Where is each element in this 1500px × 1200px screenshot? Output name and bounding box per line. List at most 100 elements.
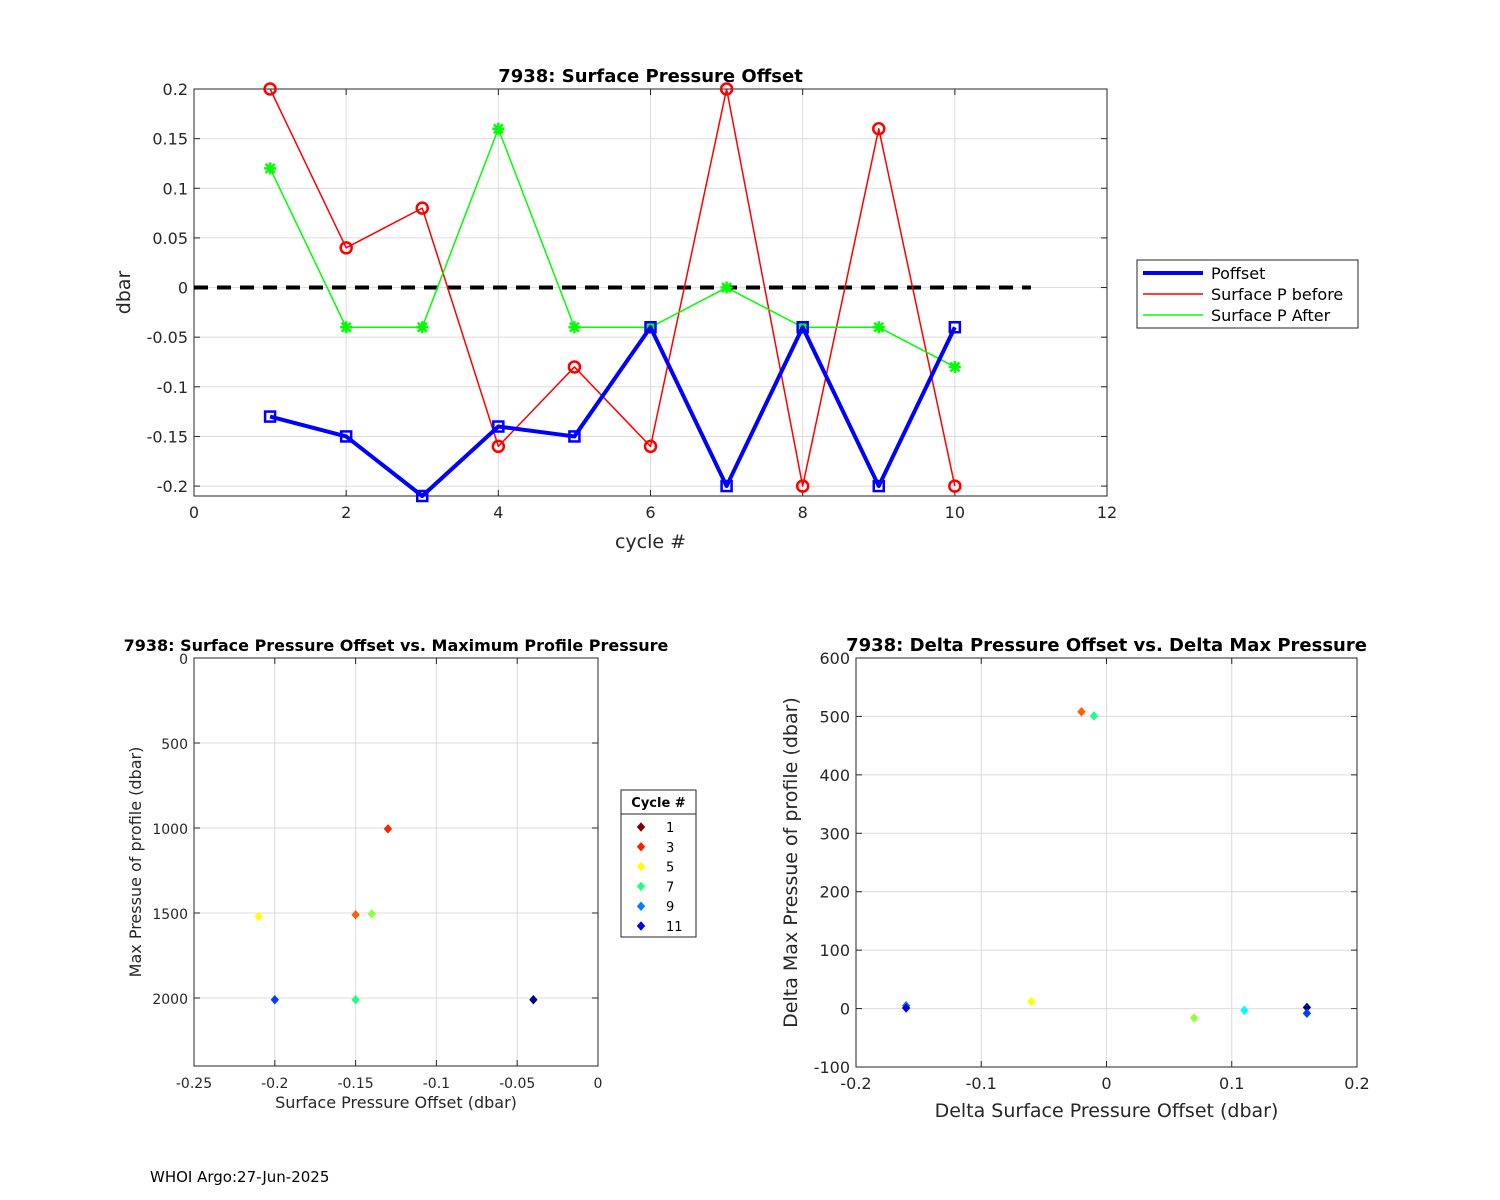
legend-label: 7 bbox=[666, 880, 674, 895]
legend-marker bbox=[636, 901, 646, 911]
y-tick-label: 0.05 bbox=[152, 229, 188, 248]
y-tick-label: 1000 bbox=[152, 822, 188, 838]
y-tick-label: 2000 bbox=[152, 992, 188, 1008]
data-point bbox=[643, 439, 658, 454]
series-line-surface-p-after bbox=[269, 127, 956, 368]
x-tick-label: -0.15 bbox=[337, 1076, 373, 1092]
data-point bbox=[263, 410, 277, 423]
y-axis-label: Max Pressue of profile (dbar) bbox=[126, 747, 145, 978]
data-point bbox=[720, 479, 733, 493]
data-point bbox=[1077, 706, 1086, 717]
data-point bbox=[567, 360, 582, 374]
x-tick-label: 10 bbox=[945, 503, 965, 522]
data-point bbox=[872, 121, 886, 136]
y-tick-label: 600 bbox=[819, 649, 850, 668]
legend-label: 5 bbox=[666, 861, 674, 876]
x-tick-label: -0.05 bbox=[499, 1076, 535, 1092]
data-point bbox=[339, 430, 353, 443]
y-tick-label: 0 bbox=[179, 652, 188, 668]
y-tick-label: -0.15 bbox=[147, 427, 188, 446]
axes-box bbox=[193, 657, 599, 1067]
legend-label: 3 bbox=[666, 841, 674, 856]
x-tick-label: 4 bbox=[493, 503, 503, 522]
data-point bbox=[568, 430, 581, 443]
data-point bbox=[948, 360, 961, 373]
y-tick-label: 1500 bbox=[152, 907, 188, 923]
data-point bbox=[339, 241, 353, 255]
legend-label: Surface P before bbox=[1211, 285, 1343, 304]
x-tick-label: -0.2 bbox=[840, 1074, 871, 1093]
data-point bbox=[340, 321, 353, 334]
x-tick-label: 0.2 bbox=[1344, 1074, 1369, 1093]
data-point bbox=[270, 994, 279, 1005]
y-tick-label: -0.1 bbox=[157, 378, 188, 397]
chart-surface-pressure-offset: 0 2 4 6 8 10 12 -0.2 -0.15 -0.1 -0.05 0 0.05 0.1 0.15 0… bbox=[113, 66, 1359, 553]
legend-label: 9 bbox=[666, 900, 674, 915]
data-point bbox=[492, 122, 505, 135]
series-line-poffset bbox=[269, 325, 957, 498]
chart-title: 7938: Surface Pressure Offset bbox=[498, 66, 803, 87]
y-tick-label: 500 bbox=[161, 737, 188, 753]
data-point bbox=[1089, 711, 1099, 721]
y-tick-label: 0.2 bbox=[163, 80, 188, 99]
y-tick-label: -0.2 bbox=[157, 477, 188, 496]
legend-marker bbox=[636, 861, 646, 872]
y-tick-label: 300 bbox=[819, 824, 850, 843]
x-tick-label: -0.2 bbox=[261, 1076, 288, 1092]
data-point bbox=[719, 82, 734, 96]
x-axis-label: cycle # bbox=[615, 531, 686, 553]
legend-label: 1 bbox=[666, 821, 674, 836]
data-point bbox=[796, 320, 809, 334]
legend-box bbox=[620, 789, 697, 938]
legend-label: Surface P After bbox=[1211, 306, 1331, 325]
x-tick-label: 0 bbox=[189, 503, 199, 522]
x-tick-label: -0.25 bbox=[176, 1076, 212, 1092]
plot-area bbox=[194, 658, 598, 1066]
y-tick-label: 100 bbox=[819, 941, 850, 960]
x-tick-label: 6 bbox=[645, 503, 655, 522]
data-point bbox=[416, 321, 429, 334]
legend: Cycle # 1 3 5 7 9 11 bbox=[620, 789, 697, 938]
x-tick-label: -0.1 bbox=[423, 1076, 450, 1092]
x-tick-label: 2 bbox=[341, 503, 351, 522]
data-point bbox=[644, 320, 657, 334]
y-tick-label: 0.1 bbox=[163, 179, 188, 198]
data-point bbox=[491, 439, 506, 454]
legend-marker bbox=[636, 881, 646, 892]
x-tick-label: -0.1 bbox=[966, 1074, 997, 1093]
y-tick-label: -0.05 bbox=[147, 328, 188, 347]
data-point bbox=[901, 1003, 911, 1013]
data-point bbox=[720, 281, 733, 294]
y-tick-label: 200 bbox=[819, 883, 850, 902]
legend-label: Poffset bbox=[1211, 264, 1265, 283]
data-point bbox=[948, 479, 962, 493]
data-point bbox=[351, 994, 360, 1005]
y-axis-label: dbar bbox=[113, 271, 135, 315]
data-point bbox=[492, 420, 505, 433]
data-point bbox=[872, 321, 885, 334]
data-point bbox=[264, 162, 277, 175]
chart-offset-vs-max-pressure: -0.25 -0.2 -0.15 -0.1 -0.05 0 0 500 1000 1500 2000… bbox=[124, 636, 697, 1112]
x-tick-label: 0.1 bbox=[1219, 1074, 1244, 1093]
x-tick-label: 12 bbox=[1097, 503, 1117, 522]
x-axis-label: Delta Surface Pressure Offset (dbar) bbox=[935, 1100, 1279, 1122]
data-point bbox=[367, 909, 376, 919]
y-axis-label: Delta Max Pressue of profile (dbar) bbox=[780, 697, 802, 1028]
data-point bbox=[1190, 1013, 1199, 1023]
y-tick-label: 0 bbox=[840, 1000, 850, 1019]
legend-title: Cycle # bbox=[631, 796, 686, 811]
legend-marker bbox=[636, 822, 646, 832]
data-point bbox=[568, 321, 581, 334]
series-line-surface-p-before bbox=[269, 88, 956, 487]
data-point bbox=[795, 479, 810, 493]
data-point bbox=[948, 320, 962, 334]
x-axis-label: Surface Pressure Offset (dbar) bbox=[275, 1093, 517, 1112]
data-point bbox=[1302, 1008, 1312, 1019]
y-tick-label: 0 bbox=[178, 279, 188, 298]
data-point bbox=[416, 489, 429, 503]
chart-delta-offset-vs-delta-max: -0.2 -0.1 0 0.1 0.2 -100 0 100 200 300 400 500 60079… bbox=[780, 635, 1370, 1122]
data-point bbox=[263, 82, 277, 96]
x-tick-label: 8 bbox=[798, 503, 808, 522]
chart-title: 7938: Surface Pressure Offset vs. Maximu… bbox=[124, 636, 669, 655]
